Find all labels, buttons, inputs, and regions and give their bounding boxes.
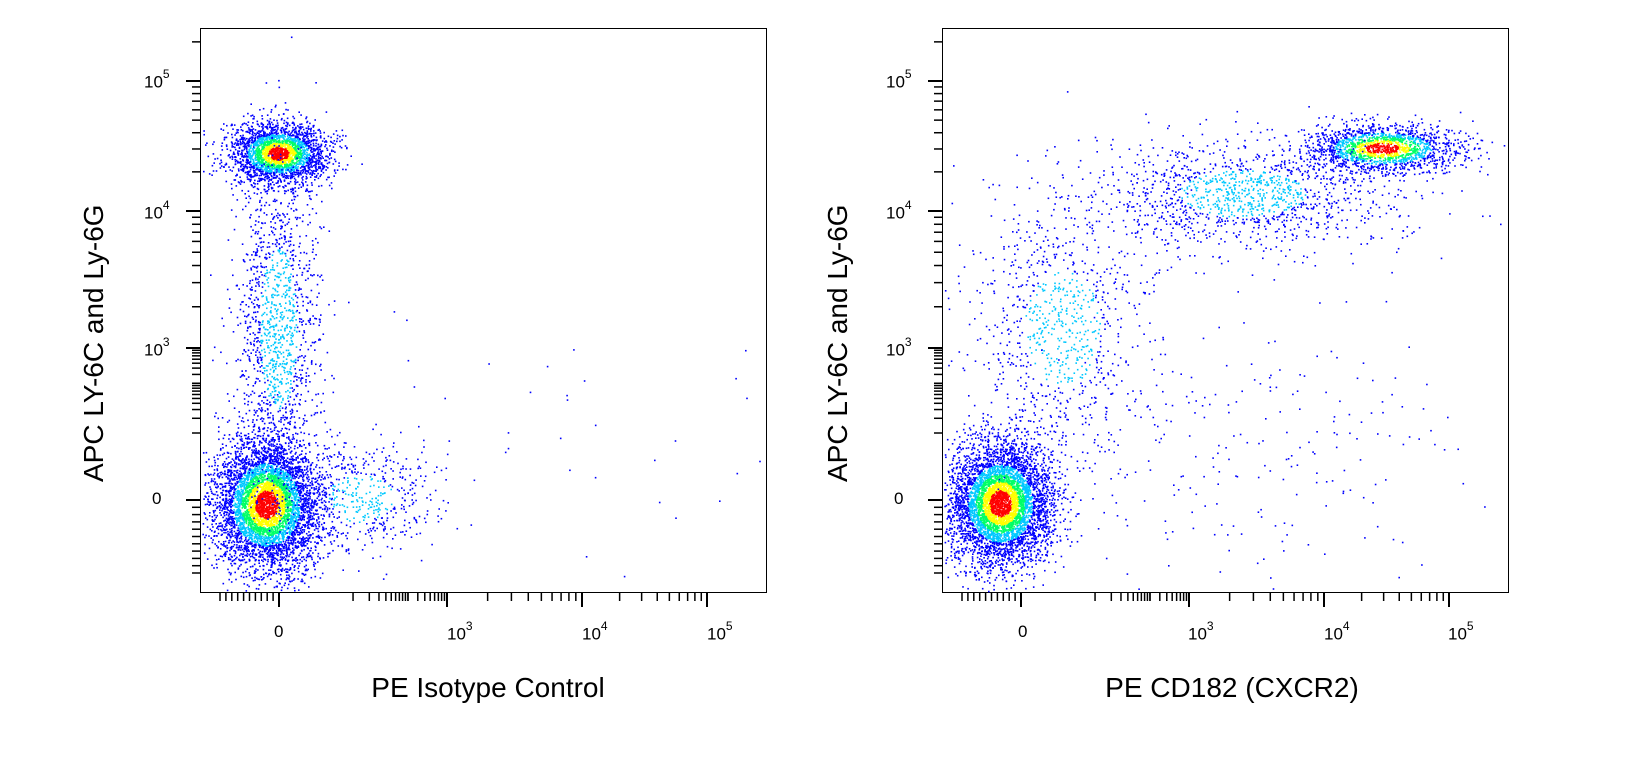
event-dot <box>241 440 244 442</box>
event-dot <box>215 412 217 414</box>
event-dot <box>293 483 296 485</box>
event-dot <box>273 476 275 478</box>
event-dot <box>252 552 254 554</box>
scatter-plot-area <box>202 36 761 592</box>
event-dot <box>231 486 234 489</box>
event-dot <box>280 569 283 572</box>
event-dot <box>231 533 233 536</box>
event-dot <box>260 464 262 466</box>
event-dot <box>229 528 231 531</box>
event-dot <box>293 538 295 541</box>
event-dot <box>259 507 261 510</box>
event-dot <box>313 492 316 495</box>
event-dot <box>245 554 248 556</box>
event-dot <box>203 512 206 514</box>
event-dot <box>302 514 305 516</box>
event-dot <box>286 496 289 499</box>
event-dot <box>250 474 252 477</box>
event-dot <box>236 447 238 449</box>
event-dot <box>281 545 283 547</box>
event-dot <box>214 415 216 418</box>
event-dot <box>249 532 251 535</box>
event-dot <box>275 585 278 588</box>
event-dot <box>278 525 281 527</box>
event-dot <box>228 498 231 501</box>
event-dot <box>262 513 264 515</box>
event-dot <box>274 544 277 547</box>
event-dot <box>284 529 287 532</box>
event-dot <box>255 543 257 545</box>
event-dot <box>257 548 260 551</box>
event-dot <box>276 547 279 550</box>
event-dot <box>308 444 311 447</box>
event-dot <box>267 558 269 561</box>
event-dot <box>257 518 260 521</box>
event-dot <box>297 510 299 513</box>
event-dot <box>290 489 293 491</box>
event-dot <box>229 518 231 520</box>
event-dot <box>293 507 295 509</box>
event-dot <box>254 510 256 512</box>
event-dot <box>273 423 276 426</box>
event-dot <box>214 518 216 521</box>
event-dot <box>258 519 260 522</box>
event-dot <box>242 458 244 460</box>
event-dot <box>314 523 317 526</box>
event-dot <box>286 571 289 573</box>
event-dot <box>288 442 290 445</box>
event-dot <box>245 575 248 578</box>
event-dot <box>247 478 250 480</box>
event-dot <box>275 477 278 479</box>
event-dot <box>307 503 310 505</box>
event-dot <box>212 474 215 476</box>
event-dot <box>285 490 287 492</box>
event-dot <box>243 472 245 475</box>
event-dot <box>292 579 295 581</box>
event-dot <box>220 471 223 474</box>
event-dot <box>281 461 284 464</box>
event-dot <box>237 427 240 429</box>
event-dot <box>282 416 284 419</box>
event-dot <box>241 465 244 468</box>
event-dot <box>321 501 324 504</box>
event-dot <box>326 509 329 511</box>
event-dot <box>260 541 262 543</box>
event-dot <box>224 502 226 504</box>
event-dot <box>267 427 269 429</box>
event-dot <box>300 431 302 434</box>
event-dot <box>280 458 282 461</box>
event-dot <box>278 582 281 585</box>
event-dot <box>280 419 282 421</box>
event-dot <box>280 417 282 419</box>
event-dot <box>267 479 269 481</box>
left-plot-panel: APC LY-6C and Ly-6G 105 104 103 0 0 103 … <box>0 0 800 764</box>
event-dot <box>270 493 273 495</box>
event-dot <box>306 555 309 557</box>
event-dot <box>291 497 293 499</box>
event-dot <box>296 507 298 509</box>
event-dot <box>277 544 280 547</box>
event-dot <box>317 482 319 485</box>
